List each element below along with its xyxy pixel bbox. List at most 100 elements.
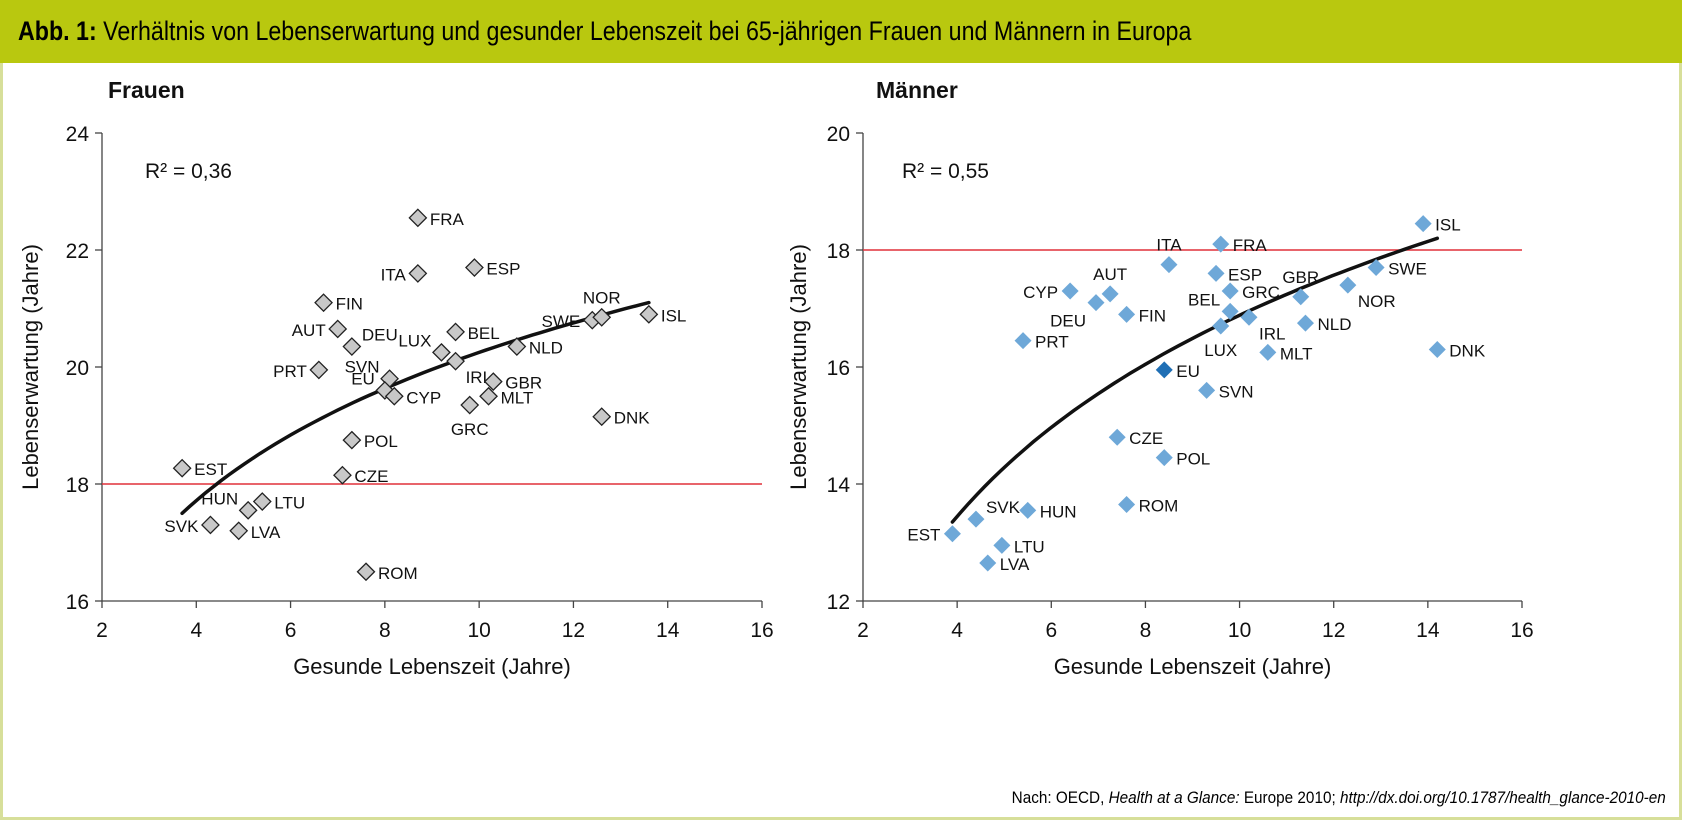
r2-label-female: R² = 0,36 [145,160,232,183]
point-label-female-ita: ITA [381,265,407,284]
panel-title-female: Frauen [108,77,185,103]
point-label-female-esp: ESP [486,260,520,279]
data-point-female-aut [328,319,348,339]
data-point-female-gbr [483,372,503,392]
y-tick-label: 16 [827,357,850,380]
point-label-male-lva: LVA [1000,555,1030,574]
point-label-female-hun: HUN [201,489,238,508]
data-point-male-svk [967,510,985,528]
x-tick-label: 2 [96,619,108,642]
point-label-male-svk: SVK [986,498,1021,517]
data-point-male-hun [1019,501,1037,519]
point-label-female-ltu: LTU [274,494,305,513]
y-tick-label: 20 [66,357,89,380]
title-bar: Abb. 1: Verhältnis von Lebenserwartung u… [0,0,1682,63]
point-label-female-bel: BEL [468,324,500,343]
y-tick-label: 14 [827,474,851,497]
point-label-male-dnk: DNK [1449,341,1486,360]
point-label-female-pol: POL [364,432,398,451]
point-label-female-nor: NOR [583,288,621,307]
point-label-male-esp: ESP [1228,265,1262,284]
data-point-female-isl [639,304,659,324]
point-label-male-prt: PRT [1035,333,1069,352]
data-point-male-grc [1221,282,1239,300]
data-point-female-esp [465,258,484,277]
point-label-male-nld: NLD [1317,315,1351,334]
point-label-female-grc: GRC [451,420,489,439]
point-label-male-irl: IRL [1259,324,1285,343]
x-tick-label: 10 [1228,619,1251,642]
y-tick-label: 24 [66,123,90,146]
y-tick-label: 20 [827,123,850,146]
point-label-male-hun: HUN [1040,502,1077,521]
data-point-male-fin [1118,305,1136,323]
figure-title-text: Verhältnis von Lebenserwartung und gesun… [103,16,1192,46]
trend-line-female [180,300,651,516]
data-point-male-nor [1339,276,1357,294]
r2-label-male: R² = 0,55 [902,160,989,183]
data-point-female-rom [356,562,376,582]
data-point-male-ita [1160,256,1178,274]
x-tick-label: 12 [562,619,585,642]
x-tick-label: 10 [467,619,490,642]
point-label-female-cyp: CYP [406,388,441,407]
data-point-female-ltu [252,492,272,511]
x-axis-label-male: Gesunde Lebenszeit (Jahre) [1054,654,1332,679]
point-label-female-prt: PRT [273,362,307,381]
data-point-female-mlt [479,386,498,406]
data-point-male-lva [979,554,997,572]
y-axis-label-male: Lebenserwartung (Jahre) [786,244,811,490]
point-label-male-fra: FRA [1233,236,1268,255]
data-point-male-rom [1118,495,1136,513]
source-prefix: Nach: OECD, [1011,788,1109,807]
point-label-male-swe: SWE [1388,260,1427,279]
data-point-female-ita [408,263,428,283]
source-link[interactable]: http://dx.doi.org/10.1787/health_glance-… [1340,788,1666,807]
data-point-female-pol [342,430,362,450]
x-tick-label: 8 [1140,619,1152,642]
point-label-female-deu: DEU [362,326,398,345]
point-label-female-eu: EU [351,369,375,388]
point-label-female-lux: LUX [398,331,431,350]
point-label-female-svk: SVK [164,517,199,536]
data-point-female-fin [314,293,333,313]
x-tick-label: 4 [951,619,963,642]
x-tick-label: 14 [1416,619,1440,642]
data-point-female-est [172,458,192,478]
data-point-female-dnk [592,407,612,427]
x-tick-label: 16 [750,619,773,642]
data-point-male-deu [1087,294,1105,312]
point-label-female-lva: LVA [251,523,281,542]
data-point-male-esp [1207,264,1225,282]
data-point-male-cyp [1061,282,1079,300]
data-point-male-fra [1212,235,1230,253]
data-point-male-aut [1101,285,1119,303]
point-label-male-lux: LUX [1204,341,1237,360]
point-label-male-ltu: LTU [1014,537,1045,556]
data-point-male-isl [1414,215,1432,233]
point-label-female-isl: ISL [661,306,687,325]
data-point-female-cyp [384,386,404,406]
y-tick-label: 18 [827,240,850,263]
data-point-male-est [943,525,961,543]
y-tick-label: 12 [827,591,850,614]
point-label-male-svn: SVN [1219,382,1254,401]
data-point-male-eu [1155,361,1173,379]
data-point-female-irl [446,351,465,371]
point-label-male-pol: POL [1176,450,1210,469]
point-label-male-deu: DEU [1050,312,1086,331]
point-label-female-svn: SVN [345,358,380,377]
data-point-female-hun [238,500,258,520]
panel-title-male: Männer [876,77,958,103]
point-label-female-swe: SWE [542,312,581,331]
y-tick-label: 18 [66,474,89,497]
point-label-male-bel: BEL [1188,290,1220,309]
point-label-female-cze: CZE [354,467,388,486]
point-label-male-cyp: CYP [1023,283,1058,302]
data-point-female-nor [592,307,612,327]
point-label-female-aut: AUT [292,321,326,340]
point-label-female-fra: FRA [430,210,465,229]
data-point-female-cze [333,465,352,485]
